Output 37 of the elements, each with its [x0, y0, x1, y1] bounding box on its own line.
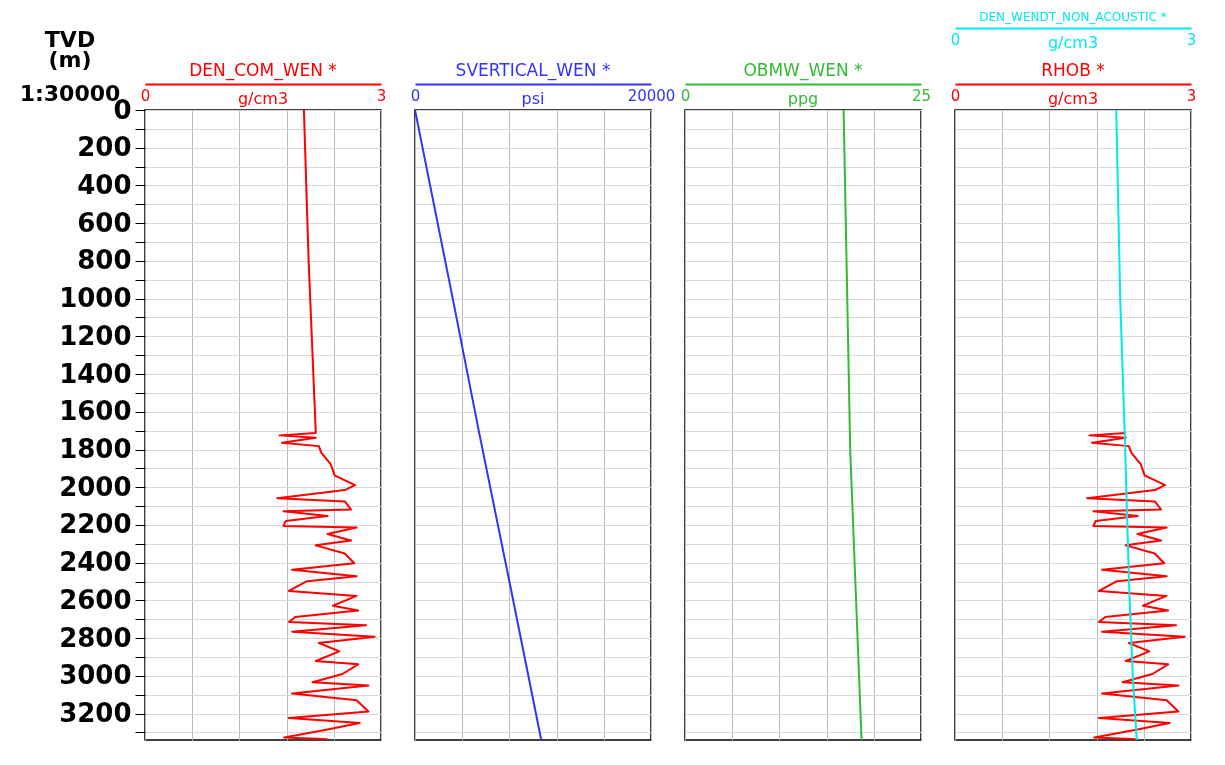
y-tick-label: 1400 [59, 358, 132, 389]
x2-tick-label: 0 [950, 30, 961, 49]
text: OBMW_WEN * [743, 60, 863, 81]
x-tick-label: 0 [140, 86, 151, 105]
x2-tick-label: 3 [1186, 30, 1197, 49]
x-axis-title: psi [521, 89, 545, 108]
y-tick-label: 800 [77, 245, 132, 276]
y-tick-label: 600 [77, 207, 132, 238]
y-tick-label: 1000 [59, 283, 132, 314]
y-tick-label: 2800 [59, 622, 132, 653]
y-tick-label: 2400 [59, 547, 132, 578]
y-tick-label: 1600 [59, 396, 132, 427]
text: RHOB * [1041, 60, 1105, 80]
x-tick-label: 0 [950, 86, 961, 105]
x-axis-title: ppg [787, 89, 819, 108]
x-tick-label: 25 [911, 86, 932, 105]
text: DEN_COM_WEN * [189, 60, 337, 81]
text: DEN_WENDT_NON_ACOUSTIC * [979, 10, 1167, 24]
y-tick-label: 2600 [59, 584, 132, 615]
y-tick-label: 2200 [59, 509, 132, 540]
x-tick-label: 0 [410, 86, 421, 105]
y-tick-label: 200 [77, 132, 132, 163]
y-tick-label: 1200 [59, 320, 132, 351]
y-tick-label: 1800 [59, 434, 132, 465]
x-axis-title: g/cm3 [237, 89, 289, 108]
x-tick-label: 3 [376, 86, 387, 105]
y-tick-label: 3200 [59, 698, 132, 729]
x-axis-title: g/cm3 [1047, 89, 1099, 108]
x-tick-label: 20000 [627, 86, 676, 105]
y-tick-label: 2000 [59, 471, 132, 502]
y-axis-title: TVD (m) [44, 27, 96, 72]
y-tick-label: 3000 [59, 660, 132, 691]
x-tick-label: 0 [680, 86, 691, 105]
y-tick-label: 400 [77, 169, 132, 200]
text: SVERTICAL_WEN * [455, 60, 611, 81]
x-tick-label: 3 [1186, 86, 1197, 105]
x2-axis-title: g/cm3 [1047, 33, 1099, 52]
